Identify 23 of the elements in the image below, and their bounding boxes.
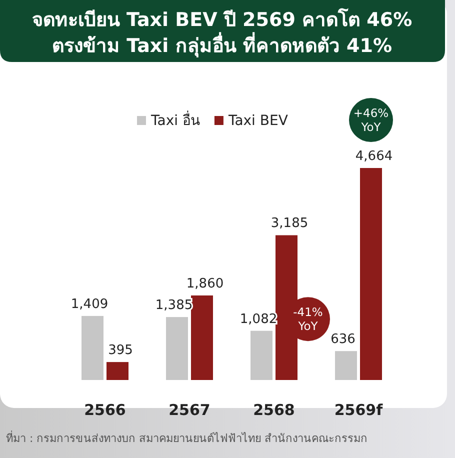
data-label: 1,409	[70, 296, 108, 312]
legend-label: Taxi BEV	[227, 113, 288, 129]
bar	[250, 330, 272, 380]
x-tick-label: 2568	[253, 401, 295, 419]
data-label: 636	[330, 332, 356, 348]
data-label: 1,860	[186, 276, 224, 292]
bar	[191, 295, 213, 380]
bar	[360, 168, 382, 380]
bar	[82, 316, 104, 380]
legend-label: Taxi อื่น	[150, 111, 200, 129]
data-label: 4,664	[355, 149, 393, 164]
bar	[335, 351, 357, 380]
bar	[166, 317, 188, 380]
bar	[106, 362, 128, 380]
x-tick-label: 2569f	[334, 401, 384, 419]
x-tick-label: 2566	[84, 401, 126, 419]
annotation: -41% YoY	[293, 305, 323, 334]
chart-subtitle: ตรงข้าม Taxi กลุ่มอื่น ที่คาดหดตัว 41%	[52, 32, 392, 58]
data-label: 395	[108, 343, 133, 358]
chart-title: จดทะเบียน Taxi BEV ปี 2569 คาดโต 46%	[32, 8, 412, 31]
data-label: 3,185	[270, 216, 308, 232]
x-tick-label: 2567	[168, 401, 210, 419]
text: ที่มา : กรมการขนส่งทางบก สมาคมยานยนต์ไฟฟ้าไทย สำนักงานคณะกรรมก	[6, 430, 368, 445]
